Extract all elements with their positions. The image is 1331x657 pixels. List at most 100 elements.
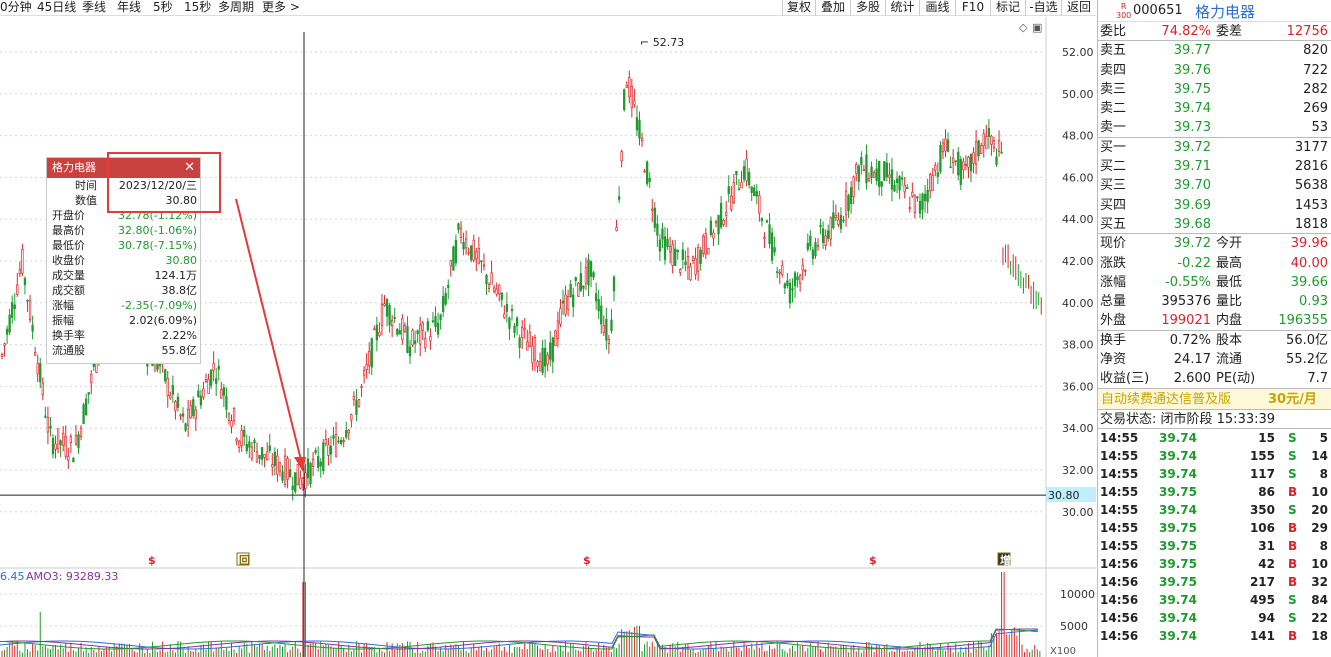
candle-body [260,447,264,460]
tooltip-key: 最低价 [52,239,85,252]
candle-body [245,444,248,452]
tooltip-row: 成交额 38.8亿 [47,283,200,298]
stock-name[interactable]: 格力电器 [1195,3,1256,21]
toolbar-btn-6[interactable]: 标记 [990,0,1025,16]
toolbar-btn-4[interactable]: 画线 [919,0,955,16]
toolbar-btn-8[interactable]: 返回 [1061,0,1096,16]
toolbar-btn-0[interactable]: 复权 [782,0,815,16]
candle-body [883,161,886,181]
candle-body [829,217,832,240]
candle-body [707,248,710,255]
candle-body [408,346,412,357]
period-7[interactable]: 更多 > [262,0,300,14]
book-price[interactable]: 39.71 [1173,159,1211,175]
period-6[interactable]: 多周期 [218,0,255,14]
candle-body [84,398,88,415]
event-mark[interactable]: $ [869,554,877,567]
volume-label-left: 6.45 [0,570,25,583]
kline-chart[interactable]: 52.00 50.00 48.00 46.00 44.00 42.00 40.00 38.00… [0,17,1096,657]
book-price[interactable]: 39.73 [1173,120,1211,136]
tick-count: 29 [1311,520,1328,535]
tick-price: 39.75 [1159,484,1197,499]
candle-body [342,440,345,442]
promo-banner[interactable]: 自动续费通达信普及版 30元/月 [1098,388,1331,410]
candle-body [296,463,299,486]
period-1[interactable]: 45日线 [37,0,77,14]
candle-body [816,244,820,248]
diamond-icon[interactable]: ◇ [1019,21,1028,34]
quote-row: 净资 24.17 流通 55.2亿 [1098,350,1331,369]
candle-body [765,220,769,223]
vol-unit: X100 [1050,646,1076,657]
candle-body [375,324,378,341]
candle-body [582,285,585,289]
event-mark[interactable]: $ [583,554,591,567]
toolbar-btn-3[interactable]: 统计 [885,0,919,16]
candle-body [370,338,373,368]
candle-body [773,247,776,253]
book-price[interactable]: 39.72 [1173,139,1211,155]
stat-label: 涨跌 [1100,255,1127,271]
candle-body [791,288,794,291]
toolbar-btn-1[interactable]: 叠加 [815,0,850,16]
candle-body [719,202,723,228]
candle-body [742,166,746,180]
tick-volume: 350 [1249,502,1275,517]
period-5[interactable]: 15秒 [184,0,212,14]
candle-body [561,300,565,304]
period-2[interactable]: 季线 [82,0,107,14]
book-price[interactable]: 39.70 [1173,178,1211,194]
book-price[interactable]: 39.69 [1173,197,1211,213]
period-3[interactable]: 年线 [117,0,142,14]
period-4[interactable]: 5秒 [153,0,173,14]
event-mark[interactable]: $ [148,554,156,567]
candle-body [895,178,899,183]
tick-row: 14:56 39.75 217 B 32 [1098,573,1331,591]
candle-body [434,316,437,328]
book-label: 卖四 [1100,62,1127,78]
event-mark[interactable]: 增 [1000,553,1011,567]
stock-code[interactable]: 000651 [1133,3,1183,18]
stat-value: 39.72 [1173,236,1211,252]
toolbar-btn-7[interactable]: -自选 [1025,0,1061,16]
candle-body [870,166,873,178]
promo-price[interactable]: 30元/月 [1268,391,1317,407]
book-price[interactable]: 39.76 [1173,62,1211,78]
period-0[interactable]: 0分钟 [0,0,32,14]
window-icon[interactable]: ▣ [1032,21,1042,34]
candle-body [918,200,922,214]
book-price[interactable]: 39.68 [1173,216,1211,232]
toolbar-btn-5[interactable]: F10 [955,0,990,16]
candle-body [289,469,292,477]
book-price[interactable]: 39.74 [1173,101,1211,117]
candle-body [54,443,57,450]
candle-body [811,249,815,259]
tick-count: 32 [1311,574,1328,589]
quote-row: 买三 39.70 5638 [1098,176,1331,195]
tick-count: 5 [1319,430,1328,445]
toolbar-btn-2[interactable]: 多股 [850,0,885,16]
stat-label: 外盘 [1100,313,1127,329]
quote-row: 涨幅 -0.55% 最低 39.66 [1098,273,1331,292]
candle-body [668,246,672,253]
kline-svg[interactable]: 52.00 50.00 48.00 46.00 44.00 42.00 40.00 38.00… [0,17,1096,657]
close-icon[interactable]: ✕ [184,160,195,175]
y-tick-label: 52.00 [1062,46,1094,59]
candle-body [862,169,866,172]
candle-body [605,318,608,341]
promo-text[interactable]: 自动续费通达信普及版 [1101,391,1232,407]
candle-body [974,141,978,165]
book-price[interactable]: 39.75 [1173,81,1211,97]
candle-body [725,212,728,216]
candle-body [574,277,577,281]
candle-body [253,440,256,444]
candle-body [383,303,386,306]
stat-value: 0.93 [1299,294,1328,310]
candle-body [717,215,720,235]
tick-price: 39.74 [1159,592,1197,607]
candle-body [273,451,276,466]
candle-body [416,330,419,334]
book-price[interactable]: 39.77 [1173,43,1211,59]
candle-body [401,318,404,341]
event-mark[interactable]: 回 [239,553,250,567]
